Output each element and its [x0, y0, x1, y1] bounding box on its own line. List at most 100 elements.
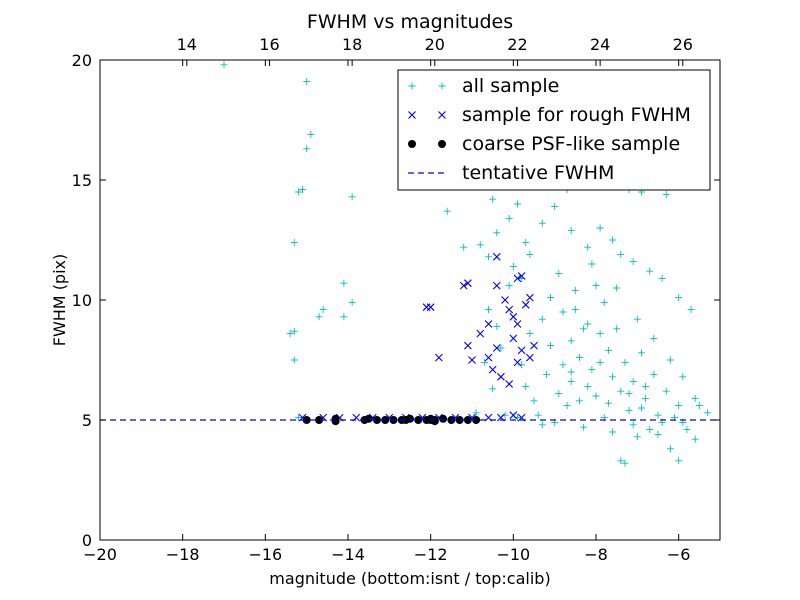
all-sample-point	[666, 356, 674, 364]
all-sample-point	[691, 394, 699, 402]
all-sample-point	[580, 423, 588, 431]
all-sample-point	[575, 397, 583, 405]
psf-like-point	[463, 416, 472, 424]
rough-fwhm-point	[513, 274, 522, 283]
all-sample-point	[584, 320, 592, 328]
all-sample-point	[666, 445, 674, 453]
all-sample-point	[303, 145, 311, 153]
all-sample-point	[348, 193, 356, 201]
all-sample-point	[559, 308, 567, 316]
rough-fwhm-point	[505, 380, 514, 388]
all-sample-point	[646, 267, 654, 275]
y-tick-label: 20	[72, 51, 92, 70]
y-tick-label: 0	[82, 531, 92, 550]
x-tick-label: −20	[83, 545, 117, 564]
all-sample-point	[650, 334, 658, 342]
all-sample-point	[609, 373, 617, 381]
rough-fwhm-point	[459, 281, 468, 290]
all-sample-point	[567, 378, 575, 386]
y-axis-label: FWHM (pix)	[50, 254, 69, 347]
rough-fwhm-point	[492, 344, 501, 352]
psf-like-point	[372, 416, 381, 424]
rough-fwhm-point	[509, 312, 518, 321]
x-axis-label: magnitude (bottom:isnt / top:calib)	[269, 569, 550, 588]
all-sample-point	[294, 188, 302, 196]
all-sample-point	[683, 426, 691, 434]
all-sample-point	[319, 306, 327, 314]
legend-marker-1	[408, 82, 416, 90]
all-sample-point	[625, 406, 633, 414]
all-sample-point	[704, 409, 712, 417]
rough-fwhm-point	[509, 411, 518, 420]
all-sample-point	[299, 186, 307, 194]
top-tick-label: 20	[425, 35, 445, 54]
all-sample-point	[588, 260, 596, 268]
all-sample-point	[460, 243, 468, 251]
all-sample-point	[662, 387, 670, 395]
all-sample-point	[489, 195, 497, 203]
all-sample-point	[609, 428, 617, 436]
psf-like-point	[414, 416, 423, 424]
rough-fwhm-point	[513, 358, 522, 367]
all-sample-point	[604, 346, 612, 354]
psf-like-point	[302, 416, 311, 424]
y-axis: 0 5 10 15 20	[72, 51, 720, 550]
chart-title: FWHM vs magnitudes	[307, 11, 513, 33]
all-sample-point	[485, 253, 493, 261]
all-sample-point	[547, 342, 555, 350]
all-sample-point	[542, 370, 550, 378]
rough-fwhm-point	[468, 356, 476, 364]
all-sample-point	[315, 313, 323, 321]
all-sample-point	[650, 370, 658, 378]
top-tick-label: 16	[259, 35, 279, 54]
all-sample-point	[567, 226, 575, 234]
all-sample-point	[679, 373, 687, 381]
legend-marker-3	[408, 140, 416, 148]
all-sample-point	[675, 294, 683, 302]
all-sample-point	[654, 411, 662, 419]
all-sample-point	[629, 421, 637, 429]
all-sample-point	[522, 238, 530, 246]
legend-marker-2	[408, 111, 416, 119]
x-tick-label: −16	[248, 545, 282, 564]
all-sample-point	[526, 250, 534, 258]
legend-markers	[408, 82, 448, 174]
rough-fwhm-point	[476, 329, 485, 338]
x-tick-label: −14	[331, 545, 365, 564]
rough-fwhm-point	[501, 296, 509, 304]
all-sample-point	[348, 298, 356, 306]
all-sample-point	[567, 337, 575, 345]
top-tick-label: 18	[342, 35, 362, 54]
all-sample-point	[485, 306, 493, 314]
all-sample-point	[588, 366, 596, 374]
all-sample-point	[596, 224, 604, 232]
x-tick-label: −8	[584, 545, 608, 564]
all-sample-point	[340, 279, 348, 287]
all-sample-point	[480, 358, 488, 366]
all-sample-point	[613, 284, 621, 292]
rough-fwhm-point	[517, 272, 526, 280]
all-sample-point	[637, 349, 645, 357]
psf-like-point	[472, 416, 481, 424]
all-sample-point	[290, 327, 298, 335]
all-sample-point	[617, 387, 625, 395]
all-sample-point	[575, 354, 583, 362]
all-sample-point	[675, 402, 683, 410]
legend-marker-1	[438, 82, 446, 90]
all-sample-point	[505, 282, 513, 290]
all-sample-point	[617, 457, 625, 465]
all-sample-point	[493, 322, 501, 330]
rough-fwhm-point	[463, 341, 472, 350]
all-sample-point	[530, 397, 538, 405]
all-sample-point	[654, 430, 662, 438]
psf-like-point	[331, 414, 340, 423]
all-sample-point	[592, 392, 600, 400]
all-sample-point	[538, 421, 546, 429]
all-sample-point	[691, 435, 699, 443]
all-sample-point	[522, 382, 530, 390]
rough-fwhm-point	[521, 300, 530, 309]
psf-like-point	[406, 414, 414, 423]
top-tick-label: 24	[590, 35, 610, 54]
all-sample-point	[571, 286, 579, 294]
